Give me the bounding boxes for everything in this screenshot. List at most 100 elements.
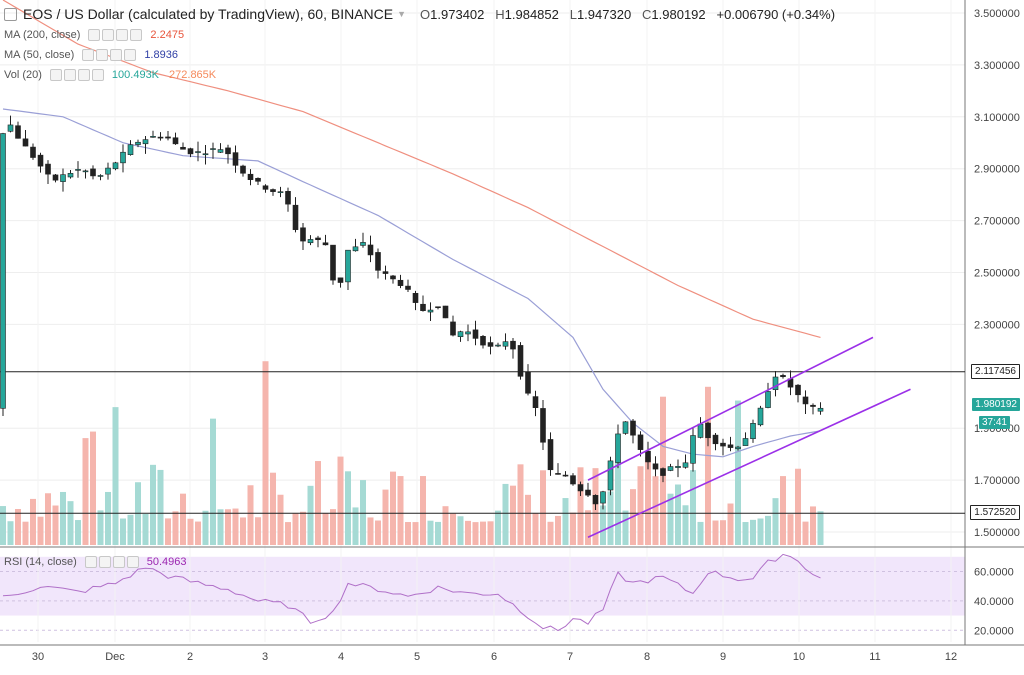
volume-bar	[540, 470, 546, 545]
candle-body	[690, 435, 696, 464]
candle-body	[262, 185, 269, 190]
volume-bar	[742, 522, 749, 545]
volume-bar	[315, 461, 321, 545]
candle-body	[615, 433, 621, 463]
indicator-label: Vol (20)	[4, 69, 42, 81]
volume-bar	[67, 501, 74, 545]
indicator-buttons[interactable]	[49, 69, 104, 81]
volume-bar	[780, 476, 786, 545]
volume-bar	[615, 459, 621, 545]
volume-bar	[202, 510, 209, 545]
x-tick-label: 10	[793, 651, 805, 663]
collapse-icon[interactable]	[4, 7, 17, 21]
volume-bar	[472, 522, 479, 545]
candle-body	[547, 439, 554, 471]
chart-header: EOS / US Dollar (calculated by TradingVi…	[4, 6, 835, 22]
volume-bar	[637, 466, 644, 545]
volume-bar	[532, 513, 539, 545]
x-tick-label: 8	[644, 651, 650, 663]
symbol-title[interactable]: EOS / US Dollar (calculated by TradingVi…	[23, 6, 394, 22]
candle-body	[757, 407, 764, 426]
indicator-value: 50.4963	[146, 556, 187, 568]
candle-body	[600, 491, 606, 504]
candle-body	[480, 336, 486, 346]
candle-body	[502, 341, 509, 347]
candle-body	[300, 227, 306, 242]
candle-body	[592, 495, 599, 505]
volume-bar	[157, 469, 164, 545]
volume-bar	[187, 518, 194, 545]
x-tick-label: 5	[414, 651, 420, 663]
volume-bar	[30, 498, 36, 545]
volume-bar	[427, 520, 434, 545]
candle-body	[727, 444, 734, 448]
ma50-line	[2, 108, 821, 458]
volume-bar	[397, 476, 404, 545]
volume-bar	[105, 491, 111, 545]
candle-body	[0, 133, 6, 409]
indicator-buttons[interactable]	[84, 556, 139, 568]
volume-bar	[90, 431, 96, 545]
volume-bar	[502, 483, 509, 545]
volume-bar	[0, 506, 6, 545]
volume-bar	[270, 472, 276, 545]
indicator-buttons[interactable]	[82, 49, 137, 61]
volume-bar	[697, 521, 704, 545]
volume-bar	[172, 511, 179, 545]
volume-bar	[240, 517, 246, 545]
candle-body	[667, 466, 674, 471]
volume-bar	[165, 518, 171, 545]
candle-body	[487, 342, 494, 347]
volume-bar	[277, 494, 284, 545]
volume-bar	[127, 514, 134, 545]
candle-body	[277, 191, 284, 194]
indicator-buttons[interactable]	[88, 29, 143, 41]
x-tick-label: Dec	[105, 651, 125, 663]
candle-body	[525, 371, 531, 394]
candle-body	[270, 189, 276, 192]
y-tick-label: 1.500000	[974, 527, 1020, 539]
indicator-value-2: 272.865K	[169, 69, 217, 81]
volume-bar	[720, 520, 726, 545]
candle-body	[202, 153, 209, 156]
rsi-line	[2, 553, 821, 632]
volume-bar	[300, 511, 306, 545]
volume-bar	[487, 521, 494, 545]
candle-body	[367, 244, 374, 256]
indicator-ma50[interactable]: MA (50, close) 1.8936	[4, 49, 178, 61]
candle-body	[210, 148, 216, 150]
candle-body	[472, 329, 479, 339]
volume-bar	[217, 509, 224, 545]
volume-bar	[645, 456, 651, 545]
chevron-down-icon[interactable]: ▼	[397, 9, 407, 19]
candle-body	[225, 147, 231, 155]
volume-bar	[465, 520, 471, 545]
candle-body	[82, 170, 89, 173]
candle-body	[712, 434, 719, 445]
indicator-volume[interactable]: Vol (20) 100.493K 272.865K	[4, 69, 216, 81]
candle-body	[577, 484, 584, 492]
candle-body	[517, 345, 524, 377]
y-tick-label: 2.500000	[974, 268, 1020, 280]
candle-body	[637, 434, 644, 450]
volume-bar	[330, 509, 336, 545]
indicator-ma200[interactable]: MA (200, close) 2.2475	[4, 29, 184, 41]
candle-body	[22, 138, 29, 147]
volume-bar	[352, 507, 359, 545]
current-price-tag: 1.980192	[972, 398, 1020, 411]
candle-body	[15, 125, 21, 139]
candle-body	[127, 144, 134, 155]
x-tick-label: 11	[869, 651, 880, 663]
candle-body	[450, 321, 456, 336]
ohlc-readout: O1.973402 H1.984852 L1.947320 C1.980192 …	[420, 6, 836, 22]
volume-bar	[607, 491, 614, 545]
volume-bar	[7, 521, 14, 545]
indicator-rsi[interactable]: RSI (14, close) 50.4963	[4, 556, 187, 568]
volume-bar	[517, 464, 524, 545]
candle-body	[540, 408, 546, 443]
candle-body	[360, 242, 366, 246]
rsi-tick-label: 60.0000	[974, 567, 1014, 579]
volume-bar	[112, 407, 119, 545]
candle-body	[427, 309, 434, 313]
